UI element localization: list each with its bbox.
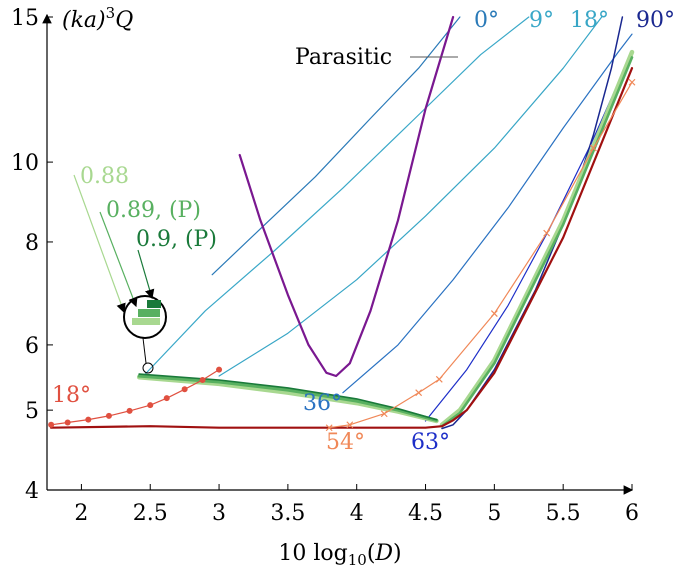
point-angle-54-cross bbox=[490, 310, 498, 317]
series-layer bbox=[48, 15, 636, 432]
point-angle-54-cross bbox=[590, 144, 597, 152]
series-angle-18 bbox=[218, 16, 603, 377]
ann-089: 0.89, (P) bbox=[106, 198, 201, 223]
series-angle-63 bbox=[424, 51, 633, 422]
leader-09 bbox=[137, 249, 155, 300]
point-angle-54-cross bbox=[543, 229, 551, 237]
x-tick-label: 3.5 bbox=[270, 501, 305, 526]
y-axis-label: (ka)3Q bbox=[62, 4, 133, 33]
y-tick-label: 10 bbox=[11, 151, 39, 176]
point-angle-18-dots bbox=[181, 386, 188, 393]
series-angle-18-dots bbox=[50, 369, 220, 426]
ticks: 2 2.5 3 3.5 4 4.5 5 5.5 6 4 5 6 8 10 15 bbox=[11, 6, 639, 526]
leader-088 bbox=[73, 174, 126, 314]
ann-9: 9° bbox=[529, 8, 554, 33]
x-tick-label: 2.5 bbox=[133, 501, 168, 526]
y-tick-label: 15 bbox=[11, 6, 39, 31]
x-tick-label: 4 bbox=[350, 501, 364, 526]
point-angle-18-dots bbox=[64, 419, 71, 426]
x-tick-label: 5.5 bbox=[546, 501, 581, 526]
ann-parasitic: Parasitic bbox=[295, 45, 392, 70]
point-angle-54-cross bbox=[435, 375, 443, 383]
ann-18-top: 18° bbox=[570, 8, 609, 33]
ann-18-left: 18° bbox=[52, 383, 91, 408]
point-angle-18-dots bbox=[48, 421, 55, 428]
point-angle-18-dots bbox=[85, 416, 92, 423]
zoom-band-light bbox=[132, 318, 160, 325]
point-angle-54-cross bbox=[325, 424, 333, 432]
y-tick-label: 8 bbox=[25, 231, 39, 256]
y-tick-label: 5 bbox=[25, 399, 39, 424]
series-angle-36 bbox=[342, 33, 633, 394]
point-angle-54-cross bbox=[415, 389, 423, 397]
series-bound-light bbox=[439, 49, 635, 428]
series-parasitic bbox=[238, 15, 455, 378]
x-tick-label: 3 bbox=[212, 501, 226, 526]
series-band-089 bbox=[137, 374, 439, 422]
point-angle-54-cross bbox=[380, 410, 388, 418]
series-bound-mid bbox=[440, 56, 634, 428]
series-band-09 bbox=[138, 373, 438, 421]
zoom-connector bbox=[142, 337, 147, 364]
ann-0: 0° bbox=[474, 8, 499, 33]
x-tick-label: 6 bbox=[625, 501, 639, 526]
x-tick-label: 4.5 bbox=[408, 501, 443, 526]
point-angle-18-dots bbox=[216, 366, 223, 373]
point-angle-18-dots bbox=[126, 407, 133, 414]
series-angle-54-cross bbox=[328, 81, 633, 429]
point-angle-54-cross bbox=[628, 78, 636, 86]
ann-63: 63° bbox=[411, 430, 450, 455]
x-tick-label: 5 bbox=[487, 501, 501, 526]
series-angle-9 bbox=[142, 16, 530, 377]
x-axis-label: 10 log10(D) bbox=[278, 541, 401, 569]
ann-36: 36° bbox=[303, 391, 342, 416]
point-angle-18-dots bbox=[163, 395, 170, 402]
ann-54: 54° bbox=[326, 430, 365, 455]
zoom-band-dark bbox=[147, 300, 161, 308]
point-angle-18-dots bbox=[105, 412, 112, 419]
leader-089 bbox=[99, 211, 138, 308]
y-tick-label: 4 bbox=[25, 479, 39, 504]
ann-90: 90° bbox=[636, 8, 674, 33]
y-tick-label: 6 bbox=[25, 334, 39, 359]
zoom-band-mid bbox=[138, 309, 160, 317]
series-band-088 bbox=[136, 375, 439, 424]
series-angle-0 bbox=[211, 16, 461, 276]
zoom-small-circle bbox=[142, 362, 154, 374]
series-bound-red bbox=[49, 67, 634, 429]
ann-088: 0.88 bbox=[80, 164, 129, 189]
point-angle-54-cross bbox=[346, 421, 354, 429]
point-angle-18-dots bbox=[147, 402, 154, 409]
ann-09: 0.9, (P) bbox=[136, 227, 217, 252]
point-angle-18-dots bbox=[199, 376, 206, 383]
zoom-inset bbox=[123, 295, 167, 374]
x-tick-label: 2 bbox=[74, 501, 88, 526]
